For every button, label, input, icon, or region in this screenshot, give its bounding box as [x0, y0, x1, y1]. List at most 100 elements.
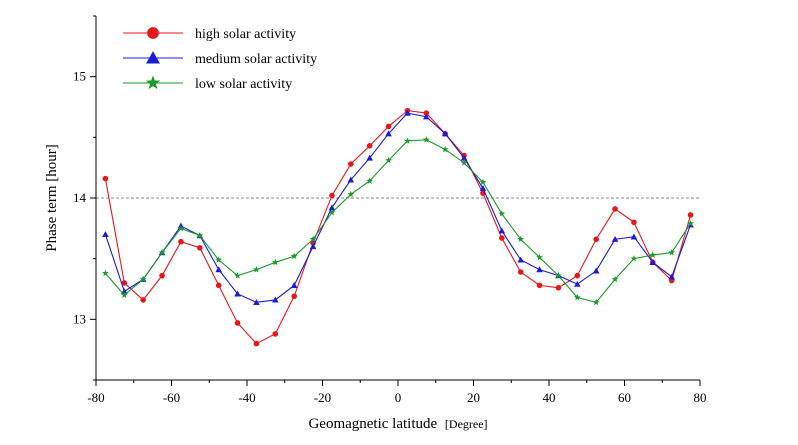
data-point-circle — [253, 340, 260, 347]
data-point-triangle — [574, 280, 581, 287]
series-line — [104, 110, 692, 345]
data-point-circle — [593, 236, 599, 243]
data-point-star — [573, 293, 581, 301]
data-point-triangle — [215, 266, 222, 273]
data-point-triangle — [234, 290, 241, 297]
data-point-star — [290, 252, 298, 260]
data-point-triangle — [479, 184, 487, 191]
x-tick-label: -80 — [87, 390, 104, 405]
data-point-triangle — [309, 243, 317, 250]
data-point-star — [536, 253, 543, 261]
series-line — [104, 112, 692, 303]
data-point-star — [592, 298, 600, 306]
x-axis-title: Geomagnetic latitude [Degree] — [308, 416, 487, 432]
data-point-star — [687, 219, 694, 227]
data-point-star — [668, 249, 676, 256]
data-point-star — [422, 136, 430, 143]
data-point-triangle — [592, 267, 600, 274]
data-point-triangle — [404, 109, 411, 116]
data-point-star — [630, 255, 638, 262]
data-point-triangle — [460, 154, 468, 161]
data-point-star — [271, 258, 279, 266]
data-point-triangle — [668, 273, 675, 280]
x-tick-label: 0 — [395, 390, 402, 405]
data-point-star — [158, 249, 166, 256]
data-point-circle — [687, 212, 694, 218]
data-point-circle — [147, 27, 159, 39]
data-point-star — [145, 75, 161, 90]
data-point-star — [498, 210, 506, 217]
data-point-circle — [329, 192, 335, 199]
x-tick-label: 60 — [618, 390, 631, 405]
series-circle — [102, 107, 694, 347]
x-tick-label: -20 — [314, 390, 331, 405]
data-point-triangle — [347, 176, 355, 183]
data-point-circle — [272, 331, 279, 337]
data-point-star — [177, 224, 185, 232]
data-point-circle — [555, 284, 562, 291]
data-point-triangle — [423, 113, 430, 120]
data-point-circle — [499, 235, 505, 241]
data-point-triangle — [517, 256, 524, 263]
data-point-triangle — [611, 235, 619, 242]
x-tick-label: -40 — [238, 390, 255, 405]
data-point-circle — [517, 269, 524, 275]
series-line — [105, 139, 692, 303]
data-point-circle — [197, 244, 203, 251]
data-point-star — [347, 190, 355, 198]
data-point-star — [196, 232, 204, 239]
data-point-star — [253, 265, 260, 273]
x-tick-label: -60 — [163, 390, 180, 405]
data-point-circle — [291, 293, 297, 300]
data-point-circle — [215, 282, 222, 289]
data-point-triangle — [498, 227, 506, 234]
data-point-circle — [612, 206, 618, 212]
data-point-triangle — [253, 299, 260, 305]
x-tick-label: 20 — [467, 390, 480, 405]
data-point-star — [328, 208, 336, 216]
data-point-star — [479, 178, 487, 186]
data-point-star — [139, 275, 147, 283]
data-point-star — [366, 177, 374, 184]
legend-item: high solar activity — [123, 27, 296, 42]
data-point-triangle — [441, 130, 449, 137]
y-tick-label: 15 — [73, 69, 86, 84]
legend-item: low solar activity — [123, 75, 292, 92]
data-point-circle — [234, 320, 241, 326]
data-point-star — [102, 269, 109, 277]
x-axis-label: Geomagnetic latitude — [308, 416, 437, 432]
legend-label: high solar activity — [195, 27, 296, 42]
data-point-triangle — [630, 233, 638, 240]
data-point-circle — [574, 272, 581, 279]
legend: high solar activity medium solar activity… — [123, 27, 317, 92]
data-point-triangle — [649, 259, 657, 265]
data-point-circle — [178, 238, 184, 245]
legend-label: medium solar activity — [195, 52, 317, 67]
data-point-star — [404, 137, 411, 144]
data-point-triangle — [328, 204, 336, 211]
y-tick-label: 13 — [73, 311, 86, 326]
data-point-triangle — [290, 282, 298, 288]
data-point-triangle — [102, 231, 109, 238]
x-tick-label: 40 — [543, 390, 556, 405]
data-point-circle — [348, 161, 354, 167]
series-star — [102, 136, 694, 306]
legend-item: medium solar activity — [123, 51, 317, 67]
data-point-star — [385, 156, 392, 164]
data-point-star — [555, 272, 562, 279]
data-point-star — [517, 235, 525, 243]
data-point-circle — [140, 297, 146, 303]
data-point-star — [120, 291, 128, 298]
data-point-circle — [366, 143, 373, 149]
data-point-star — [460, 159, 468, 166]
data-point-star — [611, 275, 619, 283]
data-point-triangle — [385, 130, 392, 137]
data-point-circle — [631, 219, 637, 226]
y-axis-title: Phase term [hour] — [44, 144, 60, 251]
data-point-circle — [102, 175, 109, 182]
data-point-circle — [385, 123, 392, 130]
data-point-star — [215, 256, 223, 263]
data-point-circle — [159, 272, 165, 279]
series-triangle — [102, 109, 694, 305]
legend-label: low solar activity — [195, 77, 292, 92]
